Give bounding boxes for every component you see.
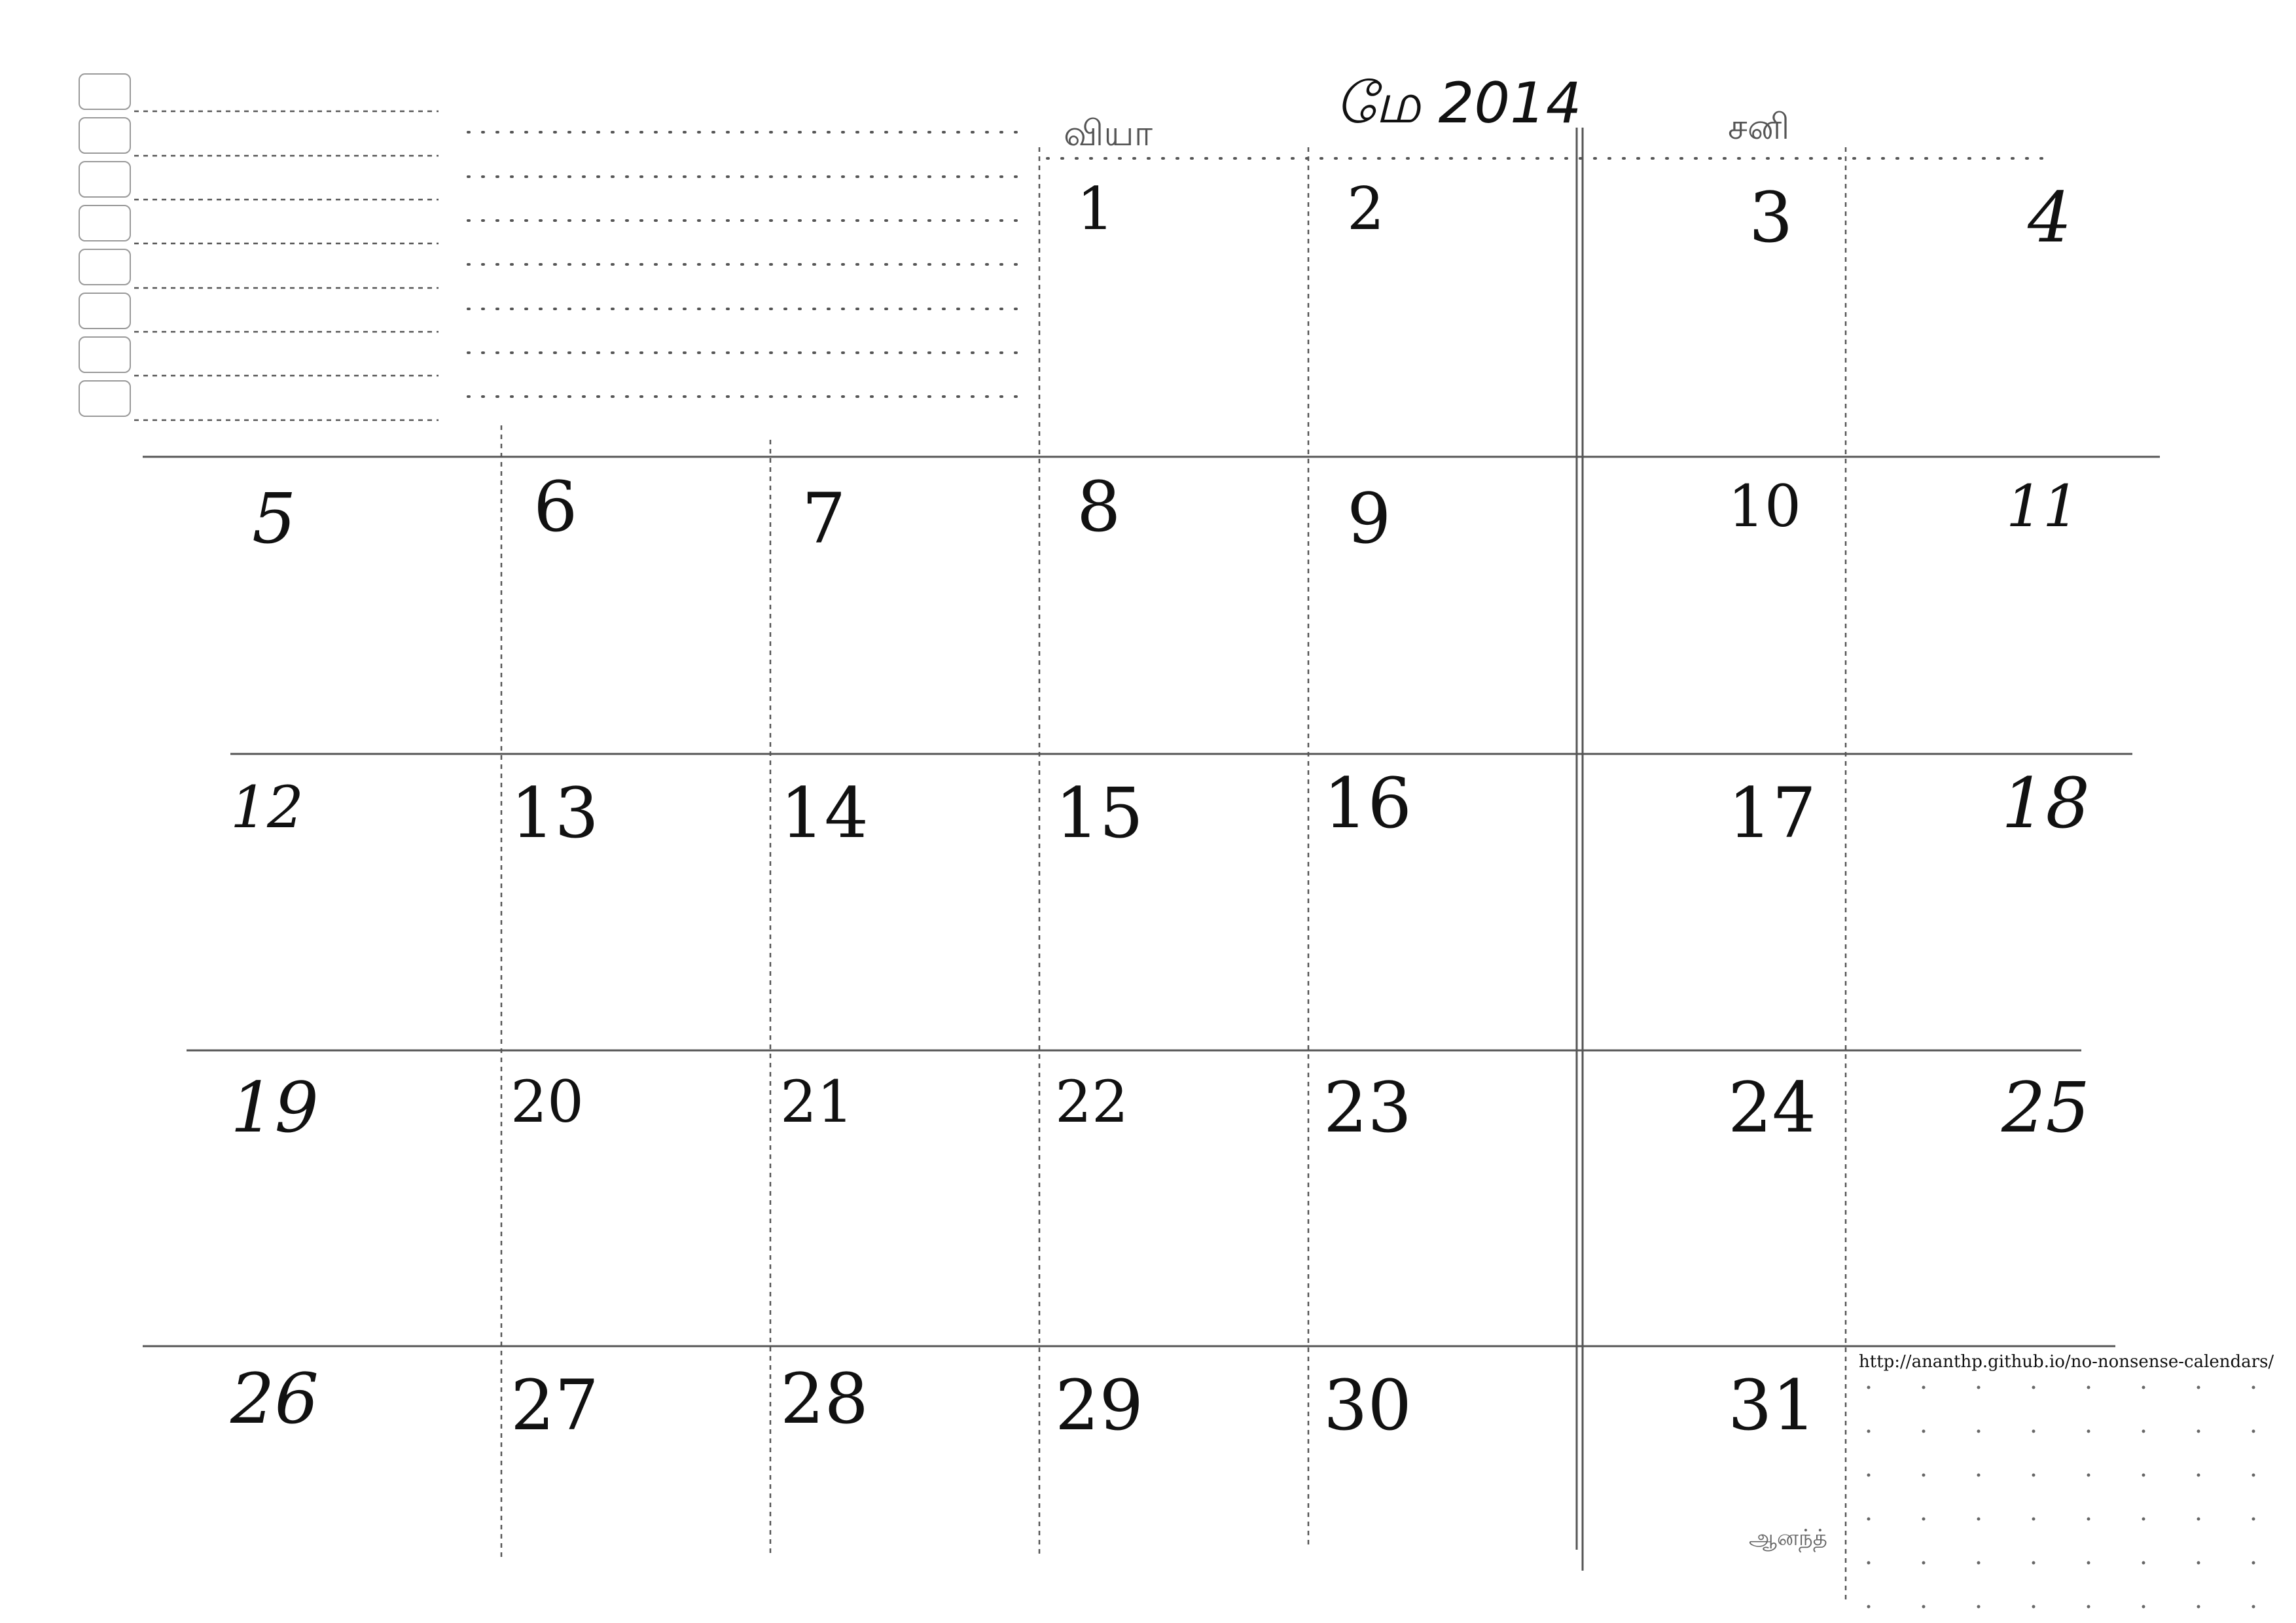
grid-dot bbox=[1867, 1429, 1871, 1433]
grid-dot bbox=[2087, 1517, 2090, 1521]
day-number: 10 bbox=[1728, 473, 1801, 540]
day-number: 6 bbox=[533, 467, 578, 547]
grid-dot bbox=[2142, 1517, 2145, 1521]
checkbox[interactable] bbox=[79, 293, 131, 329]
grid-dot bbox=[1867, 1561, 1871, 1565]
grid-dot bbox=[2197, 1517, 2200, 1521]
grid-dot bbox=[2032, 1385, 2036, 1389]
grid-dot bbox=[2032, 1473, 2036, 1477]
checkbox[interactable] bbox=[79, 380, 131, 417]
grid-dot bbox=[1977, 1517, 1981, 1521]
grid-dot bbox=[1867, 1517, 1871, 1521]
day-number: 3 bbox=[1749, 177, 1793, 258]
day-header-thursday: வியா bbox=[1064, 113, 1153, 154]
grid-dot bbox=[2087, 1429, 2090, 1433]
grid-dot bbox=[1867, 1385, 1871, 1389]
grid-dot bbox=[1922, 1473, 1926, 1477]
day-number: 30 bbox=[1323, 1365, 1412, 1446]
grid-dot bbox=[2251, 1473, 2255, 1477]
grid-dot bbox=[2251, 1429, 2255, 1433]
grid-dot bbox=[1922, 1605, 1926, 1609]
grid-dot bbox=[2251, 1561, 2255, 1565]
grid-dot bbox=[2142, 1605, 2145, 1609]
day-number: 15 bbox=[1055, 773, 1143, 853]
day-number: 1 bbox=[1077, 175, 1115, 243]
day-number: 29 bbox=[1055, 1365, 1143, 1446]
grid-dot bbox=[1977, 1605, 1981, 1609]
checkbox[interactable] bbox=[79, 73, 131, 110]
grid-dot bbox=[1977, 1429, 1981, 1433]
grid-dot bbox=[1977, 1385, 1981, 1389]
grid-dot bbox=[1867, 1605, 1871, 1609]
day-number: 21 bbox=[780, 1068, 853, 1135]
grid-dot bbox=[2032, 1517, 2036, 1521]
day-number: 24 bbox=[1728, 1067, 1816, 1148]
grid-dot bbox=[2251, 1517, 2255, 1521]
author-signature: ஆனந்த் bbox=[1749, 1525, 1827, 1551]
grid-dot bbox=[2032, 1429, 2036, 1433]
day-header-saturday: சனி bbox=[1728, 106, 1790, 147]
grid-dot bbox=[1922, 1561, 1926, 1565]
day-number: 9 bbox=[1347, 478, 1391, 559]
day-number: 18 bbox=[2001, 763, 2090, 844]
month-title: மே 2014 bbox=[1335, 71, 1582, 136]
grid-dot bbox=[2142, 1385, 2145, 1389]
grid-dot bbox=[2087, 1385, 2090, 1389]
grid-dot bbox=[2087, 1561, 2090, 1565]
day-number: 4 bbox=[2028, 177, 2072, 258]
grid-dot bbox=[2087, 1473, 2090, 1477]
day-number: 14 bbox=[780, 773, 869, 853]
day-number: 22 bbox=[1055, 1068, 1128, 1135]
day-number: 25 bbox=[2001, 1067, 2090, 1148]
day-number: 8 bbox=[1077, 467, 1121, 547]
day-number: 17 bbox=[1728, 773, 1816, 853]
checkbox[interactable] bbox=[79, 205, 131, 241]
checkbox[interactable] bbox=[79, 249, 131, 285]
day-number: 26 bbox=[230, 1359, 319, 1439]
grid-dot bbox=[2032, 1605, 2036, 1609]
day-number: 31 bbox=[1728, 1365, 1816, 1446]
dot-grid bbox=[1867, 1385, 2255, 1609]
day-number: 19 bbox=[230, 1067, 319, 1148]
checkbox[interactable] bbox=[79, 117, 131, 154]
day-number: 27 bbox=[511, 1365, 599, 1446]
day-number: 12 bbox=[230, 774, 304, 841]
day-number: 5 bbox=[252, 478, 296, 559]
grid-dot bbox=[2251, 1605, 2255, 1609]
day-number: 2 bbox=[1347, 175, 1385, 243]
grid-dot bbox=[2197, 1429, 2200, 1433]
grid-dot bbox=[2197, 1605, 2200, 1609]
day-number: 20 bbox=[511, 1068, 584, 1135]
day-number: 16 bbox=[1323, 763, 1412, 844]
grid-dot bbox=[2142, 1561, 2145, 1565]
day-number: 28 bbox=[780, 1359, 869, 1439]
grid-dot bbox=[2142, 1429, 2145, 1433]
grid-dot bbox=[2197, 1385, 2200, 1389]
day-number: 11 bbox=[2006, 473, 2079, 540]
grid-dot bbox=[2251, 1385, 2255, 1389]
day-number: 7 bbox=[802, 478, 846, 559]
grid-dot bbox=[2197, 1561, 2200, 1565]
checkbox[interactable] bbox=[79, 161, 131, 198]
grid-dot bbox=[1922, 1517, 1926, 1521]
day-number: 23 bbox=[1323, 1067, 1412, 1148]
day-number: 13 bbox=[511, 773, 599, 853]
grid-dot bbox=[2142, 1473, 2145, 1477]
source-url: http://ananthp.github.io/no-nonsense-cal… bbox=[1859, 1352, 2274, 1372]
grid-dot bbox=[1977, 1561, 1981, 1565]
grid-dot bbox=[1977, 1473, 1981, 1477]
grid-dot bbox=[1922, 1429, 1926, 1433]
grid-dot bbox=[2197, 1473, 2200, 1477]
grid-dot bbox=[1922, 1385, 1926, 1389]
grid-dot bbox=[2087, 1605, 2090, 1609]
grid-dot bbox=[1867, 1473, 1871, 1477]
grid-dot bbox=[2032, 1561, 2036, 1565]
checkbox[interactable] bbox=[79, 336, 131, 373]
